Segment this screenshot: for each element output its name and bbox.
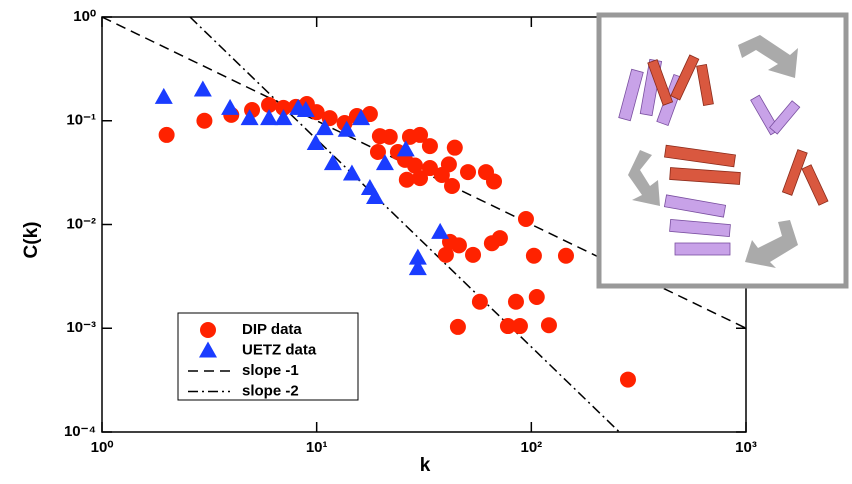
data-point: [352, 109, 371, 126]
data-point: [540, 317, 557, 334]
data-point: [525, 247, 542, 264]
legend-label: slope -1: [242, 362, 299, 379]
y-tick-label: 10⁰: [73, 8, 96, 25]
legend-symbol: [199, 341, 217, 358]
data-point: [369, 143, 386, 160]
data-point: [261, 96, 278, 113]
legend-symbol: [200, 322, 216, 338]
data-point: [406, 157, 423, 174]
data-point: [381, 128, 398, 145]
data-point: [437, 246, 454, 263]
data-point: [193, 80, 212, 97]
data-point: [158, 126, 175, 143]
data-point: [449, 318, 466, 335]
data-point: [412, 170, 429, 187]
data-point: [491, 230, 508, 247]
data-point: [471, 293, 488, 310]
legend-label: slope -2: [242, 382, 299, 399]
inset-image: [596, 12, 849, 289]
data-point: [275, 99, 292, 116]
data-point: [412, 126, 429, 143]
data-point: [396, 140, 415, 157]
data-point: [375, 154, 394, 171]
data-point: [240, 109, 259, 126]
data-point: [517, 210, 534, 227]
data-point: [337, 120, 356, 137]
data-point: [315, 119, 334, 136]
x-tick-label: 10⁰: [91, 439, 114, 456]
data-point: [221, 98, 240, 115]
data-point: [507, 293, 524, 310]
data-point: [296, 100, 315, 117]
data-point: [443, 178, 460, 195]
data-point: [366, 188, 385, 205]
y-tick-label: 10⁻²: [66, 215, 96, 232]
plot-area: [102, 17, 746, 432]
x-axis-label: k: [420, 455, 431, 476]
data-point: [421, 160, 438, 177]
data-point: [154, 87, 173, 104]
data-point: [421, 138, 438, 155]
y-tick-label: 10⁻³: [66, 319, 96, 336]
legend: DIP data UETZ data slope -1 slope -2: [177, 312, 359, 401]
data-point: [398, 171, 415, 188]
data-point: [499, 318, 516, 335]
x-tick-label: 10³: [735, 439, 757, 456]
data-point: [450, 237, 467, 254]
data-point: [408, 248, 427, 265]
data-point: [528, 289, 545, 306]
data-point: [260, 109, 279, 126]
data-point: [460, 164, 477, 181]
x-tick-label: 10¹: [306, 439, 328, 456]
x-tick-label: 10²: [520, 439, 542, 456]
data-point: [465, 246, 482, 263]
y-tick-label: 10⁻⁴: [64, 423, 96, 440]
y-tick-label: 10⁻¹: [66, 112, 96, 129]
data-point: [619, 371, 636, 388]
data-point: [274, 109, 293, 126]
data-point: [306, 134, 325, 151]
data-point: [440, 156, 457, 173]
data-point: [408, 259, 427, 276]
data-point: [431, 222, 450, 239]
y-axis-label: C(k): [21, 222, 42, 259]
data-point: [196, 112, 213, 129]
data-point: [323, 154, 342, 171]
legend-label: DIP data: [242, 321, 302, 338]
data-point: [342, 164, 361, 181]
data-point: [446, 139, 463, 156]
data-point: [485, 173, 502, 190]
data-point: [557, 247, 574, 264]
legend-label: UETZ data: [242, 341, 317, 358]
data-point: [511, 318, 528, 335]
